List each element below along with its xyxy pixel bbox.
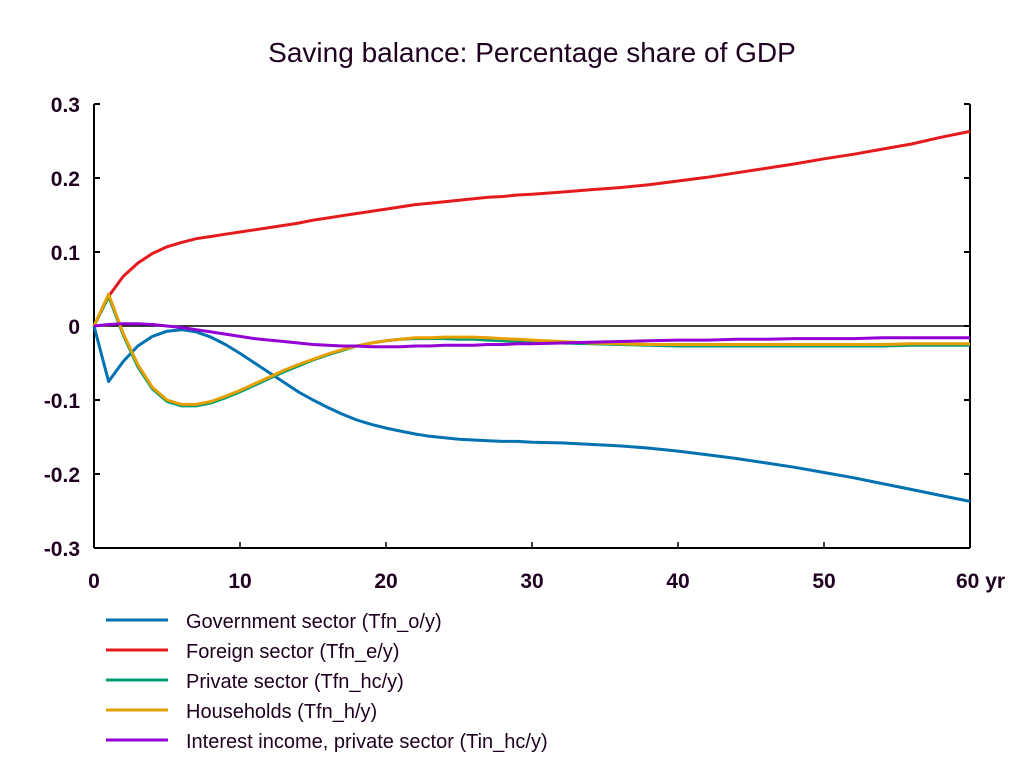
series-line-4 — [93, 322, 970, 349]
y-tick-label: -0.2 — [44, 464, 80, 487]
x-tick-label: 60 yr — [956, 570, 1005, 593]
legend-label: Government sector (Tfn_o/y) — [186, 611, 442, 633]
legend-label: Foreign sector (Tfn_e/y) — [186, 641, 399, 663]
y-tick-label: 0.1 — [51, 242, 81, 265]
legend-label: Households (Tfn_h/y) — [186, 701, 377, 723]
chart-title: Saving balance: Percentage share of GDP — [268, 37, 796, 68]
series-line-1 — [92, 129, 971, 327]
y-tick-label: -0.1 — [44, 390, 81, 413]
x-tick-label: 50 — [812, 570, 835, 593]
series-line-3 — [92, 292, 970, 406]
legend-label: Interest income, private sector (Tin_hc/… — [186, 731, 548, 753]
x-tick-label: 30 — [520, 570, 543, 593]
x-tick-label: 20 — [374, 570, 397, 593]
series-line-0 — [92, 325, 971, 503]
y-tick-label: 0 — [68, 316, 80, 339]
x-tick-label: 40 — [666, 570, 689, 593]
legend: Government sector (Tfn_o/y) Foreign secto… — [106, 611, 548, 753]
series-line-2 — [92, 294, 970, 408]
axes: 0.3 0.2 0.1 0 -0.1 -0.2 -0.3 0 10 20 30 40 50 60 yr — [44, 94, 1005, 593]
x-tick-label: 0 — [88, 570, 100, 593]
legend-label: Private sector (Tfn_hc/y) — [186, 671, 404, 693]
x-tick-label: 10 — [228, 570, 251, 593]
y-tick-label: 0.2 — [51, 168, 80, 191]
series-group — [92, 129, 971, 503]
y-tick-label: -0.3 — [44, 538, 80, 561]
y-tick-label: 0.3 — [51, 94, 80, 117]
